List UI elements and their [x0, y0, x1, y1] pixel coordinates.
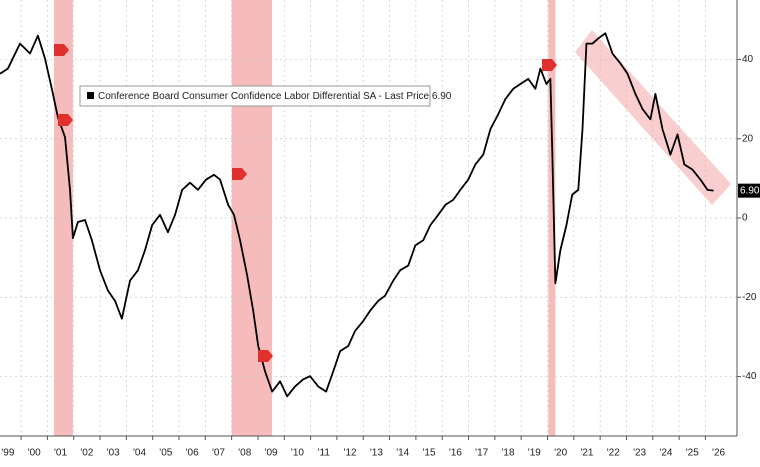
x-tick-label: '03	[107, 448, 120, 459]
x-tick-label: '99	[1, 448, 14, 459]
y-tick-label: -40	[742, 371, 757, 382]
y-tick-label: -20	[742, 292, 757, 303]
x-tick-label: '19	[528, 448, 541, 459]
x-tick-label: '05	[159, 448, 172, 459]
tag	[58, 114, 73, 126]
x-tick-label: '06	[186, 448, 199, 459]
legend-box	[79, 85, 431, 107]
x-tick-label: '15	[423, 448, 436, 459]
last-price-label: 6.90	[740, 185, 760, 196]
y-tick-label: 0	[742, 213, 748, 224]
tag	[54, 44, 69, 56]
x-tick-label: '16	[449, 448, 462, 459]
recession-tags	[54, 44, 557, 362]
legend-label: Conference Board Consumer Confidence Lab…	[98, 91, 452, 102]
legend-swatch	[87, 92, 94, 99]
x-tick-label: '11	[318, 448, 331, 459]
last-price-box	[738, 183, 760, 198]
x-tick-label: '21	[580, 448, 593, 459]
recession-band	[53, 0, 73, 436]
x-tick-label: '24	[659, 448, 672, 459]
data-line	[0, 32, 714, 398]
x-tick-label: '10	[291, 448, 304, 459]
x-tick-label: '20	[554, 448, 567, 459]
x-tick-label: '12	[344, 448, 357, 459]
x-tick-label: '00	[28, 448, 41, 459]
trend-band	[575, 30, 731, 205]
x-tick-label: '01	[54, 448, 67, 459]
tag	[258, 350, 273, 362]
x-tick-label: '14	[396, 448, 409, 459]
tag	[232, 168, 247, 180]
legend: Conference Board Consumer Confidence Lab…	[79, 85, 452, 107]
x-tick-label: '26	[712, 448, 725, 459]
x-tick-label: '25	[686, 448, 699, 459]
x-tick-label: '13	[370, 448, 383, 459]
y-tick-label: 40	[742, 54, 754, 65]
x-tick-label: '07	[212, 448, 225, 459]
y-tick-label: 20	[742, 133, 754, 144]
x-tick-label: '23	[633, 448, 646, 459]
x-tick-label: '04	[133, 448, 146, 459]
x-tick-label: '02	[80, 448, 93, 459]
x-tick-label: '09	[265, 448, 278, 459]
x-tick-label: '18	[501, 448, 514, 459]
tag	[542, 59, 557, 71]
x-tick-label: '08	[238, 448, 251, 459]
x-tick-label: '22	[607, 448, 620, 459]
x-tick-label: '17	[475, 448, 488, 459]
